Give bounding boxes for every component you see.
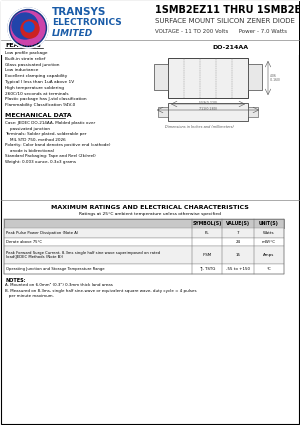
Text: Dimensions in Inches and (millimeters): Dimensions in Inches and (millimeters) <box>165 125 234 129</box>
Text: Standard Packaging: Tape and Reel (2k/reel): Standard Packaging: Tape and Reel (2k/re… <box>5 154 96 158</box>
Text: PL: PL <box>205 231 209 235</box>
Text: -55 to +150: -55 to +150 <box>226 267 250 271</box>
Text: Excellent clamping capability: Excellent clamping capability <box>5 74 67 78</box>
Text: ELECTRONICS: ELECTRONICS <box>52 17 122 26</box>
Text: VALUE(S): VALUE(S) <box>226 221 250 226</box>
Text: 4.06
(0.160): 4.06 (0.160) <box>270 74 281 82</box>
Bar <box>4 264 284 274</box>
Text: IFSM: IFSM <box>202 253 211 257</box>
Text: High temperature soldering: High temperature soldering <box>5 86 64 90</box>
Text: Glass passivated junction: Glass passivated junction <box>5 62 59 67</box>
Circle shape <box>24 22 34 32</box>
Text: Case: JEDEC DO-214AA, Molded plastic over: Case: JEDEC DO-214AA, Molded plastic ove… <box>5 121 95 125</box>
Text: A. Mounted on 6.0mm² (0.3") 0.3mm thick land areas: A. Mounted on 6.0mm² (0.3") 0.3mm thick … <box>5 283 113 287</box>
Text: 260C/10 seconds at terminals: 260C/10 seconds at terminals <box>5 92 69 96</box>
Text: Watts: Watts <box>263 231 275 235</box>
Text: TJ, TSTG: TJ, TSTG <box>199 267 215 271</box>
Text: Terminals: Solder plated, solderable per: Terminals: Solder plated, solderable per <box>5 132 86 136</box>
Text: Amps: Amps <box>263 253 275 257</box>
Text: per minute maximum.: per minute maximum. <box>5 294 54 298</box>
Text: Ratings at 25°C ambient temperature unless otherwise specified: Ratings at 25°C ambient temperature unle… <box>79 212 221 216</box>
Circle shape <box>21 20 39 38</box>
Text: load(JEDEC Methods (Note B)): load(JEDEC Methods (Note B)) <box>6 255 63 259</box>
Text: Operating Junction and Storage Temperature Range: Operating Junction and Storage Temperatu… <box>6 267 104 271</box>
Bar <box>4 246 284 264</box>
Text: Weight: 0.003 ounce, 0.3x3 grams: Weight: 0.003 ounce, 0.3x3 grams <box>5 159 76 164</box>
Text: SYMBOL(S): SYMBOL(S) <box>192 221 222 226</box>
Bar <box>4 228 284 238</box>
Bar <box>158 107 168 117</box>
Text: °C: °C <box>267 267 272 271</box>
Text: Typical I less than 1uA above 1V: Typical I less than 1uA above 1V <box>5 80 74 84</box>
Bar <box>154 64 168 90</box>
Text: Plastic package has J-std classification: Plastic package has J-std classification <box>5 97 87 102</box>
Bar <box>1 1 299 55</box>
Circle shape <box>12 13 38 39</box>
Text: anode is bidirectional: anode is bidirectional <box>5 148 54 153</box>
Text: FEATURES: FEATURES <box>5 43 41 48</box>
Text: LIMITED: LIMITED <box>52 28 93 37</box>
Text: MIL STD 750, method 2026: MIL STD 750, method 2026 <box>5 138 66 142</box>
Text: DO-214AA: DO-214AA <box>212 45 248 50</box>
Text: MECHANICAL DATA: MECHANICAL DATA <box>5 113 72 118</box>
Text: Low inductance: Low inductance <box>5 68 38 72</box>
Text: 7: 7 <box>237 231 239 235</box>
Text: Built-in strain relief: Built-in strain relief <box>5 57 45 61</box>
Text: 7.11(0.280): 7.11(0.280) <box>198 107 218 111</box>
Bar <box>248 107 258 117</box>
Text: mW/°C: mW/°C <box>262 240 276 244</box>
Bar <box>4 219 284 228</box>
Text: NOTES:: NOTES: <box>5 278 26 283</box>
Text: Peak Pulse Power Dissipation (Note A): Peak Pulse Power Dissipation (Note A) <box>6 231 78 235</box>
Text: B. Measured on 8.3ms, single half sine-wave or equivalent square wave, duty cycl: B. Measured on 8.3ms, single half sine-w… <box>5 289 196 293</box>
Text: 5.59(0.220): 5.59(0.220) <box>198 101 218 105</box>
Text: Polarity: Color band denotes positive end (cathode): Polarity: Color band denotes positive en… <box>5 143 110 147</box>
Bar <box>168 58 248 98</box>
Text: UNIT(S): UNIT(S) <box>259 221 279 226</box>
Circle shape <box>8 8 48 48</box>
Bar <box>248 64 262 90</box>
Text: Flammability Classification 94V-0: Flammability Classification 94V-0 <box>5 103 75 107</box>
Text: Low profile package: Low profile package <box>5 51 47 55</box>
Text: Derate above 75°C: Derate above 75°C <box>6 240 42 244</box>
Text: TRANSYS: TRANSYS <box>52 7 106 17</box>
Text: passivated junction: passivated junction <box>5 127 50 130</box>
Text: 15: 15 <box>236 253 241 257</box>
Text: VOLTAGE - 11 TO 200 Volts      Power - 7.0 Watts: VOLTAGE - 11 TO 200 Volts Power - 7.0 Wa… <box>155 28 287 34</box>
Text: Peak Forward Surge Current, 8.3ms single half sine wave superimposed on rated: Peak Forward Surge Current, 8.3ms single… <box>6 251 160 255</box>
Circle shape <box>11 11 45 45</box>
Text: 1SMB2EZ11 THRU 1SMB2EZ200: 1SMB2EZ11 THRU 1SMB2EZ200 <box>155 5 300 15</box>
Text: SURFACE MOUNT SILICON ZENER DIODE: SURFACE MOUNT SILICON ZENER DIODE <box>155 18 295 24</box>
Bar <box>168 103 248 121</box>
Text: 24: 24 <box>236 240 241 244</box>
Text: MAXIMUM RATINGS AND ELECTRICAL CHARACTERISTICS: MAXIMUM RATINGS AND ELECTRICAL CHARACTER… <box>51 205 249 210</box>
Bar <box>4 238 284 246</box>
